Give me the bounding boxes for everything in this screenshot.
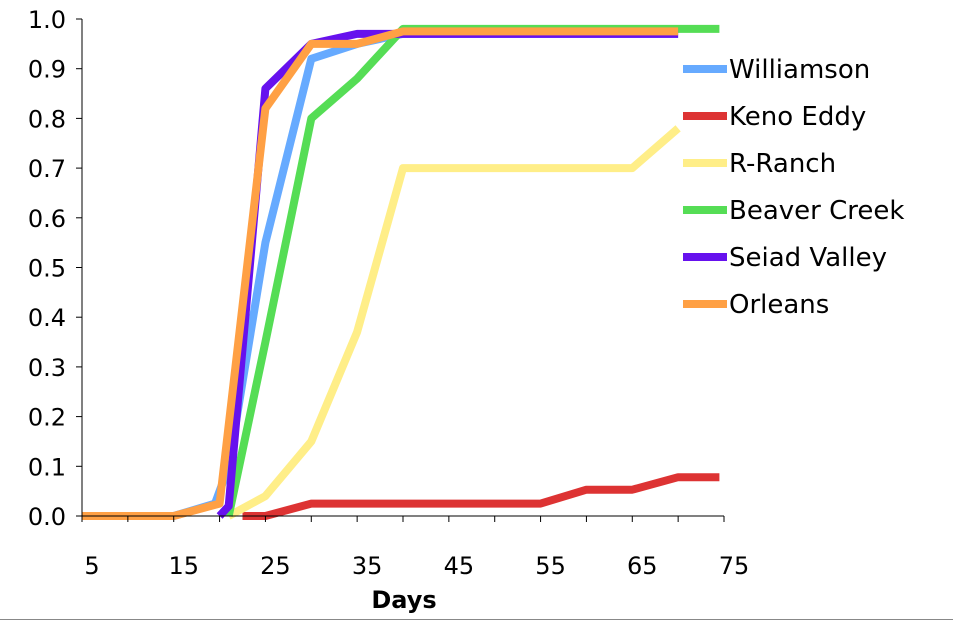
series-line-keno-eddy bbox=[242, 473, 720, 520]
y-tick-label: 0.3 bbox=[28, 354, 66, 382]
x-tick-label: 15 bbox=[168, 552, 199, 580]
y-tick-label: 0.2 bbox=[28, 404, 66, 432]
series-line-williamson bbox=[82, 29, 679, 520]
series-line-orleans bbox=[82, 27, 679, 520]
x-tick-label: 5 bbox=[84, 552, 99, 580]
x-tick-label: 25 bbox=[260, 552, 291, 580]
x-tick-label: 35 bbox=[352, 552, 383, 580]
y-tick-label: 0.9 bbox=[28, 56, 66, 84]
x-tick-label: 45 bbox=[444, 552, 475, 580]
bottom-rule bbox=[0, 619, 953, 620]
x-tick-label: 65 bbox=[627, 552, 658, 580]
legend-label: Seiad Valley bbox=[729, 243, 887, 273]
y-tick-label: 0.7 bbox=[28, 155, 66, 183]
x-tick-label: 75 bbox=[719, 552, 750, 580]
legend-label: Keno Eddy bbox=[729, 102, 866, 132]
x-tick-label: 55 bbox=[535, 552, 566, 580]
y-tick-label: 0.4 bbox=[28, 304, 66, 332]
series-line-seiad-valley bbox=[216, 29, 679, 519]
y-tick-label: 0.0 bbox=[28, 503, 66, 531]
legend-label: Beaver Creek bbox=[729, 196, 904, 226]
series-line-r-ranch bbox=[226, 125, 681, 520]
legend: Williamson Keno Eddy R-Ranch Beaver Creek Se… bbox=[683, 55, 904, 320]
legend-label: R-Ranch bbox=[729, 149, 836, 179]
y-tick-label: 0.8 bbox=[28, 105, 66, 133]
y-tick-label: 0.1 bbox=[28, 453, 66, 481]
series-layer bbox=[82, 24, 720, 520]
y-tick-label: 1.0 bbox=[28, 6, 66, 34]
x-axis-title: Days bbox=[371, 586, 436, 614]
axes: 0.0 0.1 0.2 0.3 0.4 0.5 0.6 0.7 0.8 0.9 1.0 5 15 25 35… bbox=[28, 6, 749, 580]
legend-label: Williamson bbox=[729, 55, 870, 85]
legend-label: Orleans bbox=[729, 290, 829, 320]
y-tick-label: 0.5 bbox=[28, 255, 66, 283]
y-tick-label: 0.6 bbox=[28, 205, 66, 233]
